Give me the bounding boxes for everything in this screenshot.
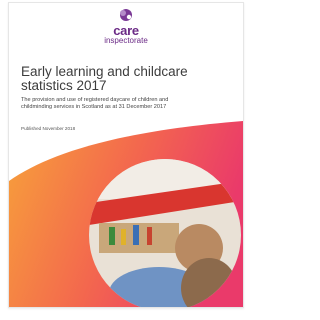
logo-subtext: inspectorate	[9, 36, 243, 45]
document: {"logo": {"line1": "care", "line2": "ins…	[0, 0, 251, 320]
cover-page: care inspectorate Early learning and chi…	[8, 2, 244, 308]
photo	[89, 159, 241, 307]
cover-artwork	[9, 3, 243, 307]
published-date: Published November 2018	[21, 126, 75, 131]
title: Early learning and childcare statistics …	[21, 65, 191, 93]
subtitle: The provision and use of registered dayc…	[21, 97, 171, 110]
logo-icon	[120, 9, 132, 21]
